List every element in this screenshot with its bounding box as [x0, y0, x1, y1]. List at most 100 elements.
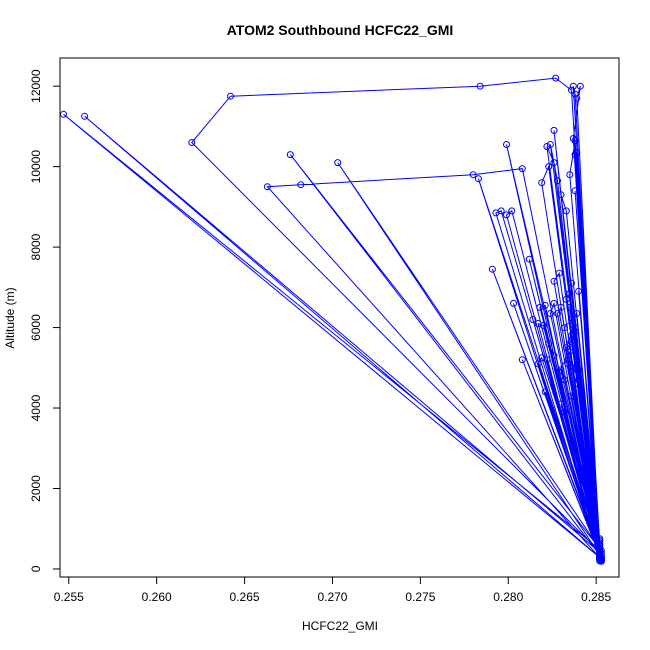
data-point-62	[569, 135, 577, 142]
x-tick-label-4: 0.275	[405, 590, 435, 604]
data-points	[60, 74, 605, 565]
data-point-106	[561, 324, 568, 332]
data-point-6	[518, 356, 526, 364]
data-point-70	[571, 151, 579, 159]
data-point-56	[557, 191, 565, 199]
data-point-76	[568, 279, 575, 287]
series-line	[63, 77, 602, 562]
data-point-15	[550, 159, 558, 167]
data-point-125	[561, 408, 568, 416]
data-point-113	[566, 289, 574, 297]
data-point-53	[546, 141, 554, 148]
y-tick-label-6: 12000	[29, 69, 43, 103]
data-point-23	[81, 112, 89, 120]
data-point-72	[571, 187, 579, 195]
data-point-97	[557, 366, 565, 374]
y-tick-label-3: 6000	[29, 314, 43, 341]
data-point-133	[566, 340, 574, 348]
data-point-48	[538, 179, 546, 187]
x-tick-label-1: 0.260	[142, 590, 172, 604]
data-point-91	[545, 340, 553, 348]
data-point-27	[476, 82, 484, 90]
data-point-79	[550, 277, 558, 285]
data-point-110	[568, 316, 575, 323]
y-tick-label-5: 10000	[29, 150, 43, 184]
data-point-31	[263, 183, 271, 191]
data-point-17	[334, 159, 342, 167]
data-point-32	[297, 181, 305, 189]
data-point-26	[227, 92, 234, 100]
data-point-60	[571, 137, 579, 144]
data-point-112	[562, 295, 570, 303]
data-point-119	[571, 328, 579, 336]
data-point-98	[561, 376, 568, 384]
x-tick-label-0: 0.255	[54, 590, 84, 604]
data-point-115	[557, 303, 565, 311]
data-point-127	[568, 392, 575, 400]
data-point-38	[474, 175, 482, 183]
data-point-34	[518, 165, 526, 173]
data-point-66	[571, 90, 579, 98]
plot-area	[60, 74, 605, 565]
data-point-137	[575, 366, 583, 374]
data-point-94	[538, 354, 546, 362]
data-point-49	[545, 163, 553, 171]
data-point-29	[568, 86, 575, 94]
data-point-138	[596, 535, 604, 543]
data-point-107	[573, 310, 581, 317]
x-axis: 0.255 0.260 0.265 0.270 0.275 0.280 0.285	[54, 576, 611, 604]
y-tick-label-1: 2000	[29, 475, 43, 502]
data-point-25	[188, 139, 196, 146]
data-point-128	[571, 380, 579, 388]
y-tick-label-4: 8000	[29, 233, 43, 260]
data-point-86	[541, 301, 549, 309]
data-point-109	[571, 324, 579, 332]
data-point-64	[573, 94, 581, 102]
data-point-100	[555, 368, 563, 376]
y-axis-label: Altitude (m)	[3, 287, 17, 348]
data-point-14	[543, 143, 551, 150]
data-point-57	[562, 207, 570, 215]
chart-title: ATOM2 Southbound HCFC22_GMI	[227, 22, 454, 38]
data-point-77	[566, 303, 574, 311]
data-point-54	[554, 177, 561, 185]
y-tick-label-0: 0	[29, 565, 43, 572]
data-point-69	[573, 149, 581, 156]
data-point-46	[525, 255, 533, 263]
data-point-41	[492, 209, 500, 217]
data-point-131	[573, 364, 581, 372]
data-point-63	[576, 82, 584, 90]
data-point-82	[550, 299, 558, 307]
data-point-126	[596, 543, 604, 551]
data-point-28	[552, 74, 560, 82]
x-tick-label-5: 0.280	[493, 590, 523, 604]
data-point-121	[564, 360, 572, 368]
data-point-130	[575, 376, 583, 384]
data-point-122	[568, 368, 575, 376]
data-point-83	[546, 310, 554, 317]
data-point-116	[554, 310, 561, 317]
data-point-19	[286, 151, 294, 159]
data-point-10	[510, 299, 517, 307]
x-tick-label-3: 0.270	[317, 590, 347, 604]
data-point-44	[508, 207, 516, 215]
x-tick-label-2: 0.265	[230, 590, 260, 604]
data-point-59	[566, 171, 574, 179]
data-point-12	[488, 265, 496, 273]
data-point-101	[566, 348, 574, 356]
data-point-67	[569, 82, 577, 90]
y-tick-label-2: 4000	[29, 394, 43, 421]
data-point-80	[555, 269, 563, 277]
data-point-135	[596, 546, 604, 554]
data-point-134	[569, 332, 577, 340]
data-point-2	[541, 388, 549, 396]
x-tick-label-6: 0.285	[581, 590, 611, 604]
data-point-143	[597, 556, 605, 564]
data-point-43	[503, 211, 510, 219]
data-point-103	[562, 344, 570, 352]
data-point-74	[575, 287, 583, 295]
data-point-124	[557, 400, 565, 408]
data-point-36	[503, 141, 510, 148]
x-axis-label: HCFC22_GMI	[302, 619, 378, 633]
